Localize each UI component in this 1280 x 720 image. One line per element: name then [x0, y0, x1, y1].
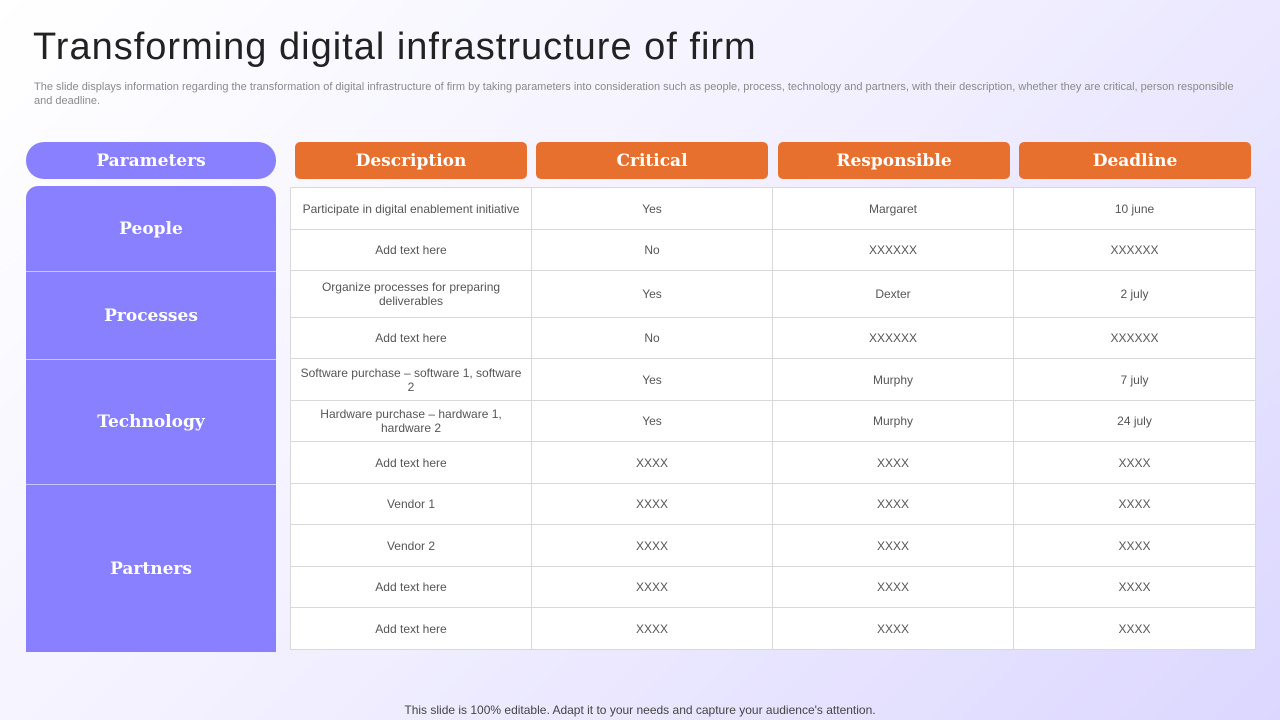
table-row: Add text here XXXX XXXX XXXX — [290, 441, 1256, 484]
critical-cell: Yes — [531, 270, 773, 318]
responsible-cell: Murphy — [772, 358, 1014, 401]
critical-cell: No — [531, 229, 773, 271]
slide-footer: This slide is 100% editable. Adapt it to… — [404, 703, 876, 717]
responsible-cell: XXXX — [772, 607, 1014, 650]
responsible-cell: Margaret — [772, 187, 1014, 230]
deadline-cell: XXXX — [1013, 566, 1256, 608]
description-cell: Software purchase – software 1, software… — [290, 358, 532, 401]
table-row: Add text here No XXXXXX XXXXXX — [290, 229, 1256, 271]
parameters-header: Parameters — [26, 142, 276, 179]
critical-cell: Yes — [531, 187, 773, 230]
parameter-partners: Partners — [26, 484, 276, 652]
description-cell: Hardware purchase – hardware 1, hardware… — [290, 400, 532, 442]
responsible-cell: XXXX — [772, 483, 1014, 525]
critical-cell: Yes — [531, 358, 773, 401]
deadline-header: Deadline — [1019, 142, 1251, 179]
parameter-processes: Processes — [26, 271, 276, 359]
responsible-cell: XXXX — [772, 524, 1014, 567]
deadline-cell: 10 june — [1013, 187, 1256, 230]
deadline-cell: XXXX — [1013, 607, 1256, 650]
slide-title: Transforming digital infrastructure of f… — [33, 26, 757, 68]
critical-header: Critical — [536, 142, 768, 179]
description-cell: Participate in digital enablement initia… — [290, 187, 532, 230]
description-cell: Add text here — [290, 317, 532, 359]
table-row: Organize processes for preparing deliver… — [290, 270, 1256, 318]
deadline-cell: XXXXXX — [1013, 229, 1256, 271]
description-cell: Add text here — [290, 607, 532, 650]
parameters-column: People Processes Technology Partners — [26, 186, 276, 652]
critical-cell: XXXX — [531, 483, 773, 525]
table-row: Add text here No XXXXXX XXXXXX — [290, 317, 1256, 359]
description-cell: Vendor 2 — [290, 524, 532, 567]
deadline-cell: XXXX — [1013, 524, 1256, 567]
deadline-cell: 24 july — [1013, 400, 1256, 442]
description-cell: Add text here — [290, 566, 532, 608]
description-cell: Organize processes for preparing deliver… — [290, 270, 532, 318]
table-row: Hardware purchase – hardware 1, hardware… — [290, 400, 1256, 442]
parameter-people: People — [119, 218, 183, 239]
table-row: Vendor 1 XXXX XXXX XXXX — [290, 483, 1256, 525]
responsible-cell: Dexter — [772, 270, 1014, 318]
responsible-cell: XXXXXX — [772, 317, 1014, 359]
parameter-technology: Technology — [26, 359, 276, 484]
responsible-cell: XXXX — [772, 441, 1014, 484]
critical-cell: XXXX — [531, 524, 773, 567]
table-row: Add text here XXXX XXXX XXXX — [290, 607, 1256, 650]
description-cell: Add text here — [290, 229, 532, 271]
description-cell: Vendor 1 — [290, 483, 532, 525]
responsible-header: Responsible — [778, 142, 1010, 179]
critical-cell: Yes — [531, 400, 773, 442]
critical-cell: XXXX — [531, 607, 773, 650]
data-table: Participate in digital enablement initia… — [290, 187, 1256, 650]
deadline-cell: XXXXXX — [1013, 317, 1256, 359]
table-row: Add text here XXXX XXXX XXXX — [290, 566, 1256, 608]
table-row: Software purchase – software 1, software… — [290, 358, 1256, 401]
slide-subtitle: The slide displays information regarding… — [34, 81, 1234, 107]
responsible-cell: Murphy — [772, 400, 1014, 442]
critical-cell: No — [531, 317, 773, 359]
description-header: Description — [295, 142, 527, 179]
table-row: Vendor 2 XXXX XXXX XXXX — [290, 524, 1256, 567]
deadline-cell: XXXX — [1013, 441, 1256, 484]
description-cell: Add text here — [290, 441, 532, 484]
responsible-cell: XXXX — [772, 566, 1014, 608]
table-row: Participate in digital enablement initia… — [290, 187, 1256, 230]
critical-cell: XXXX — [531, 566, 773, 608]
deadline-cell: XXXX — [1013, 483, 1256, 525]
critical-cell: XXXX — [531, 441, 773, 484]
responsible-cell: XXXXXX — [772, 229, 1014, 271]
deadline-cell: 2 july — [1013, 270, 1256, 318]
deadline-cell: 7 july — [1013, 358, 1256, 401]
